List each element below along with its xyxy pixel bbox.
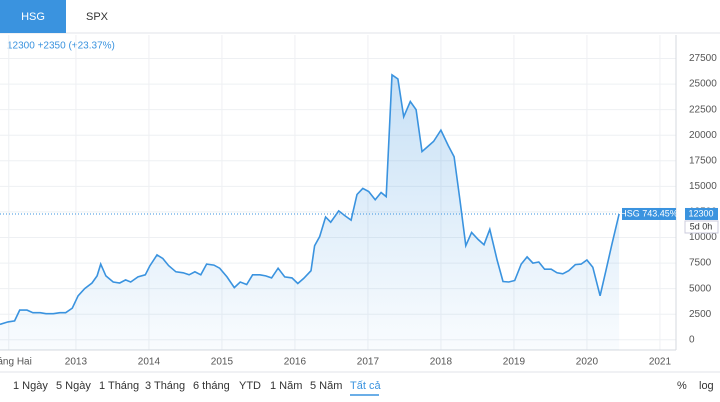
tab-label[interactable]: HSG <box>21 11 45 23</box>
y-tick-label: 27500 <box>689 53 717 64</box>
countdown-box <box>684 220 719 234</box>
x-tick-label: Tháng Hai <box>0 357 32 368</box>
x-tick-label: 2021 <box>649 357 672 368</box>
range-button[interactable]: 1 Tháng <box>99 380 139 392</box>
y-tick-label: 2500 <box>689 309 712 320</box>
line <box>0 73 620 326</box>
scale-button[interactable]: % <box>677 380 687 392</box>
x-tick-label: 2015 <box>211 357 234 368</box>
y-tick-label: 7500 <box>689 258 712 269</box>
x-tick-label: 2014 <box>138 357 161 368</box>
range-button[interactable]: 5 Ngày <box>56 380 91 392</box>
x-tick-label: 2017 <box>357 357 380 368</box>
y-tick-label: 10000 <box>689 232 717 243</box>
y-tick-label: 0 <box>689 334 695 345</box>
range-button[interactable]: 1 Năm <box>270 380 302 392</box>
x-tick-label: 2016 <box>284 357 307 368</box>
quote: 12300 +2350 (+23.37%) <box>7 41 115 52</box>
last-label: HSG 743.45% <box>620 208 678 218</box>
plot: 0250050007500100001250015000175002000022… <box>0 35 719 368</box>
tab-active[interactable] <box>0 0 66 33</box>
last-label-box <box>622 207 676 220</box>
range-button[interactable]: 6 tháng <box>193 380 230 392</box>
price-box <box>685 207 718 220</box>
price-label: 12300 <box>688 208 713 218</box>
range-button[interactable]: YTD <box>239 380 261 392</box>
y-tick-label: 17500 <box>689 155 717 166</box>
tab-label[interactable]: SPX <box>86 11 109 23</box>
range-button[interactable]: 5 Năm <box>310 380 342 392</box>
toolbar: 1 Ngày 5 Ngày 1 Tháng 3 Tháng 6 tháng YTD 1 Nă… <box>13 380 714 396</box>
area <box>0 74 620 351</box>
range-button[interactable]: 3 Tháng <box>145 380 185 392</box>
range-button[interactable]: 1 Ngày <box>13 380 48 392</box>
countdown: 5d 0h <box>690 221 713 231</box>
y-tick-label: 20000 <box>689 130 717 141</box>
y-tick-label: 25000 <box>689 79 717 90</box>
range-button[interactable]: Tất cả <box>350 380 381 392</box>
x-tick-label: 2013 <box>65 357 88 368</box>
y-tick-label: 15000 <box>689 181 717 192</box>
y-tick-label: 5000 <box>689 283 712 294</box>
x-tick-label: 2020 <box>576 357 599 368</box>
y-tick-label: 22500 <box>689 104 717 115</box>
x-tick-label: 2018 <box>430 357 453 368</box>
x-tick-label: 2019 <box>503 357 526 368</box>
scale-button[interactable]: log <box>699 380 714 392</box>
